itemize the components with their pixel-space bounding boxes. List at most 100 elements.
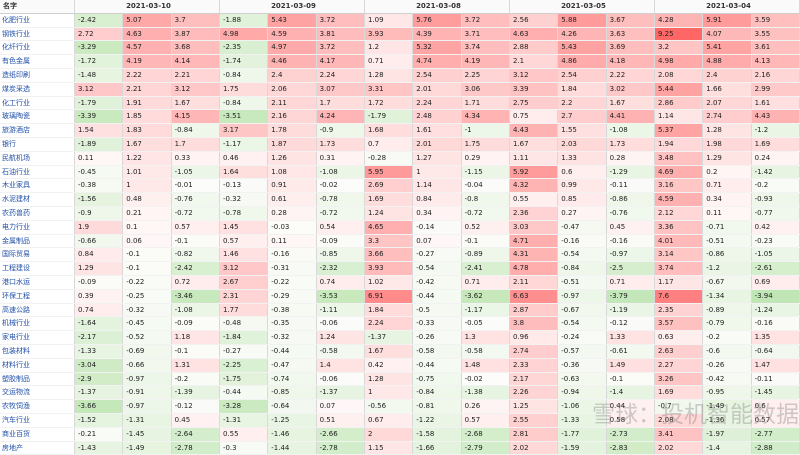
table-row[interactable]: 旅游酒店 1.54 1.83 -0.84 3.17 1.78 -0.9 1.68 1.61 -1 4… bbox=[0, 123, 800, 138]
table-row[interactable]: 国际贸易 0.84 -0.1 -0.82 1.46 -0.16 -0.85 3.66 -0.27… bbox=[0, 247, 800, 263]
sector-name[interactable]: 旅游酒店 bbox=[0, 123, 75, 138]
sector-name[interactable]: 材料行业 bbox=[0, 358, 75, 373]
sector-name[interactable]: 包装材料 bbox=[0, 344, 75, 359]
table-row[interactable]: 化肥行业 -2.42 5.07 3.7 -1.88 5.43 3.72 1.09 5.76 3.7… bbox=[0, 13, 800, 28]
value-cell: 0.72 bbox=[171, 275, 220, 290]
table-row[interactable]: 电力行业 1.9 0.1 0.57 1.45 -0.03 0.54 4.65 -0.14 0.52… bbox=[0, 220, 800, 235]
value-cell: -0.57 bbox=[557, 344, 607, 359]
value-cell: -1.75 bbox=[219, 372, 269, 387]
value-cell: -0.72 bbox=[171, 206, 220, 221]
value-cell: 4.43 bbox=[509, 123, 559, 138]
table-row[interactable]: 港口水运 -0.09 -0.22 0.72 2.67 -0.22 0.74 1.02 -0.42… bbox=[0, 275, 800, 290]
table-row[interactable]: 有色金属 -1.72 4.19 4.14 -1.74 4.46 4.17 0.71 4.74 4.… bbox=[0, 54, 800, 69]
sector-name[interactable]: 商业百货 bbox=[0, 427, 75, 442]
value-cell: -0.51 bbox=[702, 234, 752, 249]
table-row[interactable]: 材料行业 -3.04 -0.66 1.31 -2.25 -0.47 1.4 0.42 -0.44… bbox=[0, 358, 800, 373]
value-cell: -2.79 bbox=[461, 441, 510, 455]
sector-name[interactable]: 家电行业 bbox=[0, 330, 75, 345]
value-cell: -0.81 bbox=[412, 399, 462, 414]
sector-name[interactable]: 化工行业 bbox=[0, 96, 75, 111]
sector-name[interactable]: 高速公路 bbox=[0, 303, 75, 318]
table-row[interactable]: 工程建设 1.29 -0.1 -2.42 3.12 -0.31 -2.32 3.93 -0.54… bbox=[0, 261, 800, 276]
value-cell: 4.78 bbox=[509, 261, 559, 276]
table-row[interactable]: 包装材料 -1.33 -0.69 -0.1 -0.27 -0.44 -0.58 1.67 -0.… bbox=[0, 344, 800, 359]
name-column-header[interactable]: 名字 bbox=[0, 0, 75, 14]
value-cell: 4.18 bbox=[606, 54, 655, 69]
sector-name[interactable]: 有色金属 bbox=[0, 54, 75, 69]
sector-name[interactable]: 玻璃陶瓷 bbox=[0, 109, 75, 125]
value-cell: -3.53 bbox=[316, 289, 365, 304]
table-row[interactable]: 金属制品 -0.66 0.06 -0.1 0.57 0.11 -0.09 3.3 0.07 -0.… bbox=[0, 234, 800, 249]
table-row[interactable]: 造纸印刷 -1.48 2.22 2.21 -0.84 2.4 2.24 1.28 2.54 2.2… bbox=[0, 68, 800, 83]
table-row[interactable]: 交运物流 -1.37 -0.91 -1.39 -0.44 -0.85 -1.37 1 -0.84… bbox=[0, 385, 800, 401]
date-header-4[interactable]: 2021-03-04 bbox=[654, 0, 800, 14]
table-row[interactable]: 农药兽药 -0.9 0.21 -0.72 -0.78 0.28 -0.72 1.24 0.34-… bbox=[0, 206, 800, 221]
table-row[interactable]: 民航机场 0.11 1.22 0.33 0.46 1.26 0.31 -0.28 1.27 0.2… bbox=[0, 151, 800, 166]
sector-name[interactable]: 交运物流 bbox=[0, 385, 75, 401]
sector-name[interactable]: 化肥行业 bbox=[0, 13, 75, 28]
value-cell: 0.74 bbox=[316, 275, 365, 290]
table-row[interactable]: 汽车行业 -1.52 -1.31 0.45 -1.31 -1.25 0.51 0.67 -1.2… bbox=[0, 413, 800, 428]
sector-name[interactable]: 汽车行业 bbox=[0, 413, 75, 428]
value-cell: -1 bbox=[461, 123, 510, 138]
sector-name[interactable]: 造纸印刷 bbox=[0, 68, 75, 83]
value-cell: 0.45 bbox=[606, 220, 655, 235]
value-cell: 2.48 bbox=[412, 109, 462, 125]
table-row[interactable]: 化纤行业 -3.29 4.57 3.68 -2.35 4.97 3.72 1.2 5.32 3.7… bbox=[0, 40, 800, 56]
value-cell: -1.64 bbox=[74, 316, 124, 332]
table-row[interactable]: 农牧饲渔 -3.66 -0.97 -0.12 -3.28 -0.64 0.07 -0.56 -0… bbox=[0, 399, 800, 414]
value-cell: 2.86 bbox=[654, 96, 704, 111]
date-header-0[interactable]: 2021-03-10 bbox=[74, 0, 220, 14]
value-cell: -1.31 bbox=[219, 413, 269, 428]
sector-name[interactable]: 民航机场 bbox=[0, 151, 75, 166]
sector-name[interactable]: 港口水运 bbox=[0, 275, 75, 290]
sector-name[interactable]: 国际贸易 bbox=[0, 247, 75, 263]
value-cell: 4.65 bbox=[364, 220, 414, 235]
table-row[interactable]: 煤炭采选 3.12 2.21 3.12 1.75 2.06 3.07 3.31 2.01 3.06… bbox=[0, 82, 800, 97]
value-cell: 3.06 bbox=[461, 82, 510, 97]
table-row[interactable]: 石油行业 -0.45 1.01 -1.05 1.64 1.08 -1.08 5.95 1 -1.1… bbox=[0, 165, 800, 180]
table-row[interactable]: 机械行业 -1.64 -0.45 -0.09 -0.48 -0.35 -0.06 2.24 -0… bbox=[0, 316, 800, 332]
sector-name[interactable]: 化纤行业 bbox=[0, 40, 75, 56]
table-row[interactable]: 商业百货 -0.21 -1.45 -2.64 0.55 -1.46 -2.66 2 -1.58-… bbox=[0, 427, 800, 442]
sector-name[interactable]: 银行 bbox=[0, 137, 75, 152]
sector-name[interactable]: 机械行业 bbox=[0, 316, 75, 332]
value-cell: 0.06 bbox=[122, 234, 172, 249]
sector-name[interactable]: 煤炭采选 bbox=[0, 82, 75, 97]
table-row[interactable]: 水泥建材 -1.56 0.48 -0.76 -0.32 0.61 -0.78 1.69 0.84… bbox=[0, 192, 800, 207]
value-cell: 0.6 bbox=[557, 165, 607, 180]
table-row[interactable]: 银行 -1.89 1.67 1.7 -1.17 1.87 1.73 0.7 2.01 1.75 1.… bbox=[0, 137, 800, 152]
sector-name[interactable]: 农药兽药 bbox=[0, 206, 75, 221]
sector-name[interactable]: 电力行业 bbox=[0, 220, 75, 235]
value-cell: 1.67 bbox=[171, 96, 220, 111]
sector-name[interactable]: 石油行业 bbox=[0, 165, 75, 180]
table-row[interactable]: 环保工程 0.39 -0.25 -3.46 2.31 -0.29 -3.53 6.91 -0.4… bbox=[0, 289, 800, 304]
date-header-3[interactable]: 2021-03-05 bbox=[509, 0, 655, 14]
sector-name[interactable]: 钢铁行业 bbox=[0, 27, 75, 42]
value-cell: -0.6 bbox=[702, 344, 752, 359]
table-row[interactable]: 钢铁行业 2.72 4.63 3.87 4.98 4.59 3.81 3.93 4.39 3.71… bbox=[0, 27, 800, 42]
table-row[interactable]: 木业家具 -0.38 1 -0.01 -0.13 0.91 -0.02 2.69 1.14 -0.… bbox=[0, 178, 800, 194]
sector-name[interactable]: 金属制品 bbox=[0, 234, 75, 249]
table-row[interactable]: 塑胶制品 -2.9 -0.97 -0.2 -1.75 -0.74 -0.06 1.28 -0.7… bbox=[0, 372, 800, 387]
value-cell: -1.44 bbox=[267, 441, 317, 455]
sector-name[interactable]: 塑胶制品 bbox=[0, 372, 75, 387]
table-row[interactable]: 化工行业 -1.79 1.91 1.67 -0.84 2.11 1.7 1.72 2.24 1.7… bbox=[0, 96, 800, 111]
table-row[interactable]: 高速公路 0.74 -0.32 -1.08 1.77 -0.38 -1.11 1.84 -0.5… bbox=[0, 303, 800, 318]
sector-name[interactable]: 工程建设 bbox=[0, 261, 75, 276]
table-row[interactable]: 房地产 -1.43 -1.49 -2.78 -0.3 -1.44 -2.78 1.15 -1.6… bbox=[0, 441, 800, 455]
sector-name[interactable]: 房地产 bbox=[0, 441, 75, 455]
value-cell: 3.57 bbox=[654, 316, 704, 332]
table-row[interactable]: 家电行业 -2.17 -0.52 1.18 -1.84 -0.32 1.24 -1.37 -0.… bbox=[0, 330, 800, 345]
value-cell: -0.29 bbox=[267, 289, 317, 304]
sector-name[interactable]: 木业家具 bbox=[0, 178, 75, 194]
table-row[interactable]: 玻璃陶瓷 -3.39 1.85 4.15 -3.51 2.16 4.24 -1.79 2.48 4… bbox=[0, 109, 800, 125]
date-header-2[interactable]: 2021-03-08 bbox=[364, 0, 510, 14]
value-cell: -3.66 bbox=[74, 399, 124, 414]
value-cell: 0.28 bbox=[606, 151, 655, 166]
sector-name[interactable]: 水泥建材 bbox=[0, 192, 75, 207]
date-header-1[interactable]: 2021-03-09 bbox=[219, 0, 365, 14]
sector-name[interactable]: 农牧饲渔 bbox=[0, 399, 75, 414]
sector-name[interactable]: 环保工程 bbox=[0, 289, 75, 304]
value-cell: 0.21 bbox=[122, 206, 172, 221]
